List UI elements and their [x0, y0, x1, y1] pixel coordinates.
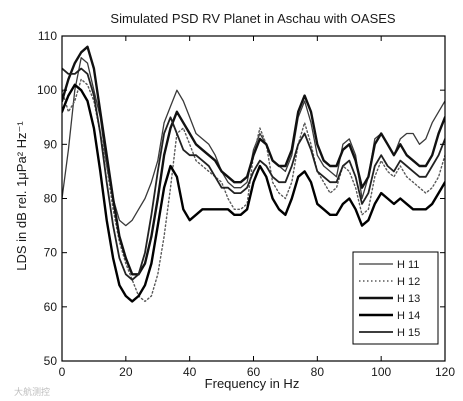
- x-tick-label: 100: [371, 365, 391, 379]
- axes: 0 20 40 60 80 100 120 50 60 70 80 90 100 110: [37, 29, 455, 379]
- y-tick-label: 50: [44, 354, 58, 368]
- x-tick-label: 80: [311, 365, 325, 379]
- y-axis-title: LDS in dB rel. 1μPa² Hz⁻¹: [14, 121, 29, 271]
- x-axis-title: Frequency in Hz: [205, 376, 300, 391]
- y-tick-label: 110: [38, 29, 57, 43]
- y-tick-label: 90: [44, 137, 58, 151]
- legend-label: H 11: [397, 259, 419, 271]
- series-line-h-14: [62, 83, 445, 303]
- legend: H 11 H 12 H 13 H 14 H 15: [352, 251, 439, 345]
- chart-title: Simulated PSD RV Planet in Aschau with O…: [110, 11, 396, 26]
- legend-label: H 14: [397, 310, 420, 322]
- legend-label: H 15: [397, 327, 420, 339]
- x-tick-label: 40: [183, 365, 197, 379]
- series-line-h-15: [62, 67, 445, 281]
- y-tick-label: 60: [44, 300, 58, 314]
- x-tick-label: 120: [435, 365, 455, 379]
- x-tick-label: 0: [59, 365, 66, 379]
- series-line-h-13: [62, 45, 445, 276]
- series-line-h-11: [62, 57, 445, 227]
- plot-area: [62, 45, 445, 303]
- x-tick-label: 60: [247, 365, 261, 379]
- y-tick-label: 100: [37, 83, 57, 97]
- y-tick-label: 70: [44, 246, 58, 260]
- y-tick-label: 80: [44, 192, 58, 206]
- legend-label: H 13: [397, 293, 420, 305]
- x-tick-label: 20: [119, 365, 133, 379]
- watermark-text: 大航测控: [14, 386, 50, 397]
- legend-label: H 12: [397, 276, 420, 288]
